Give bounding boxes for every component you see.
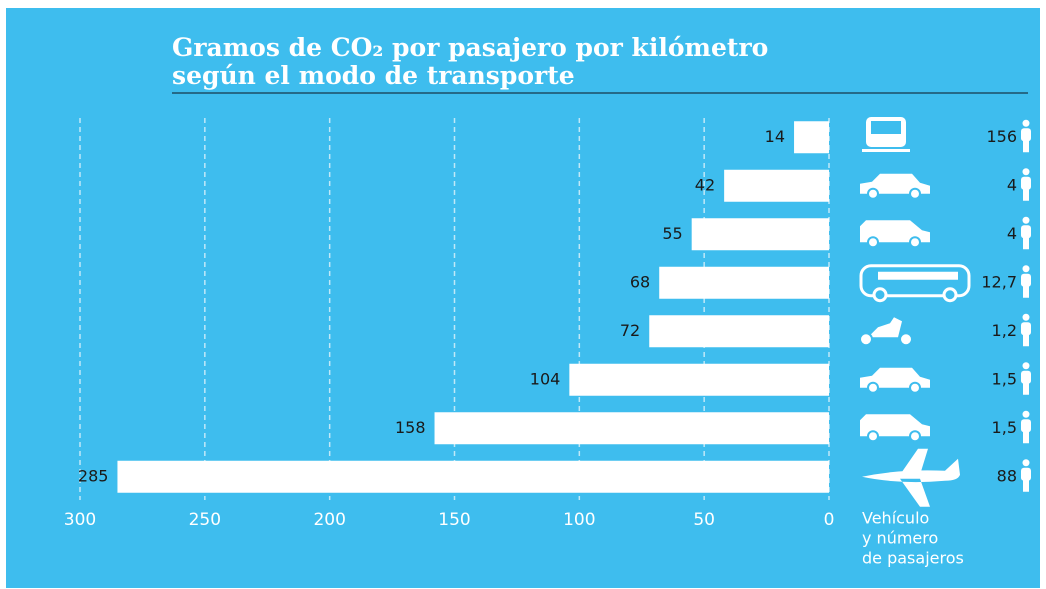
person-icon bbox=[1021, 216, 1031, 250]
icon-part bbox=[862, 149, 910, 152]
passenger-label: 4 bbox=[1007, 224, 1017, 243]
icon-part bbox=[1022, 313, 1030, 321]
icon-part bbox=[1023, 284, 1029, 298]
icon-part bbox=[1021, 225, 1031, 239]
icon-part bbox=[872, 287, 888, 303]
icon-part bbox=[1021, 273, 1031, 287]
value-label: 14 bbox=[765, 127, 785, 146]
passenger-label: 12,7 bbox=[981, 272, 1017, 291]
icon-part bbox=[1022, 459, 1030, 467]
icon-part bbox=[1022, 216, 1030, 224]
icon-part bbox=[1021, 322, 1031, 336]
person-icon bbox=[1021, 168, 1031, 201]
value-label: 68 bbox=[630, 272, 650, 291]
x-tick-label: 100 bbox=[563, 510, 595, 530]
person-icon bbox=[1021, 410, 1031, 444]
x-tick-label: 150 bbox=[438, 510, 470, 530]
bar bbox=[117, 460, 829, 493]
icon-part bbox=[909, 430, 921, 443]
icon-part bbox=[868, 317, 902, 338]
vehicle-icon bbox=[860, 220, 930, 249]
person-icon bbox=[1021, 459, 1031, 492]
value-label: 285 bbox=[78, 466, 109, 485]
icon-part bbox=[909, 236, 921, 249]
x-axis-label: y número bbox=[862, 529, 938, 548]
person-icon bbox=[1021, 265, 1031, 298]
icon-part bbox=[1021, 370, 1031, 384]
passenger-label: 4 bbox=[1007, 175, 1017, 194]
icon-part bbox=[1022, 119, 1030, 127]
vehicle-icon bbox=[859, 264, 971, 303]
x-axis-label: Vehículo bbox=[862, 509, 929, 528]
passenger-label: 88 bbox=[997, 466, 1017, 485]
chart-title-line: Gramos de CO₂ por pasajero por kilómetro bbox=[172, 33, 768, 62]
icon-part bbox=[1023, 236, 1029, 250]
bar bbox=[434, 412, 829, 445]
icon-part bbox=[1023, 139, 1029, 153]
passenger-label: 1,5 bbox=[992, 369, 1017, 388]
icon-part bbox=[1021, 176, 1031, 190]
vehicle-icon bbox=[860, 414, 930, 443]
value-label: 72 bbox=[620, 321, 640, 340]
person-icon bbox=[1021, 119, 1031, 153]
icon-part bbox=[899, 332, 913, 347]
icon-part bbox=[862, 448, 960, 507]
value-label: 55 bbox=[662, 224, 682, 243]
bar bbox=[569, 363, 829, 396]
value-label: 42 bbox=[695, 175, 715, 194]
icon-part bbox=[859, 264, 971, 298]
vehicle-icon bbox=[860, 173, 930, 200]
x-tick-label: 200 bbox=[313, 510, 345, 530]
bar bbox=[794, 121, 829, 154]
vehicle-icon bbox=[862, 117, 910, 152]
passenger-label: 1,2 bbox=[992, 321, 1017, 340]
x-tick-label: 0 bbox=[824, 510, 835, 530]
icon-part bbox=[878, 271, 958, 280]
icon-part bbox=[871, 121, 901, 134]
icon-part bbox=[860, 414, 930, 437]
icon-part bbox=[909, 187, 921, 200]
icon-part bbox=[1023, 478, 1029, 492]
x-tick-label: 250 bbox=[189, 510, 221, 530]
passenger-label: 156 bbox=[986, 127, 1017, 146]
icon-part bbox=[867, 381, 879, 394]
icon-part bbox=[867, 236, 879, 249]
vehicle-icon bbox=[859, 317, 913, 347]
value-label: 104 bbox=[530, 369, 561, 388]
chart-title-line: según el modo de transporte bbox=[172, 61, 575, 90]
icon-part bbox=[1023, 333, 1029, 347]
person-icon bbox=[1021, 362, 1031, 395]
icon-part bbox=[1022, 168, 1030, 176]
icon-part bbox=[1023, 430, 1029, 444]
icon-part bbox=[1022, 265, 1030, 273]
x-axis-label: de pasajeros bbox=[862, 549, 964, 568]
icon-part bbox=[909, 381, 921, 394]
x-tick-label: 300 bbox=[64, 510, 96, 530]
icon-part bbox=[1021, 467, 1031, 481]
person-icon bbox=[1021, 313, 1031, 347]
icon-part bbox=[1021, 128, 1031, 142]
icon-part bbox=[867, 430, 879, 443]
icon-part bbox=[859, 332, 873, 347]
passenger-label: 1,5 bbox=[992, 418, 1017, 437]
icon-part bbox=[1022, 362, 1030, 370]
icon-part bbox=[1023, 187, 1029, 201]
bar bbox=[691, 218, 829, 251]
x-tick-label: 50 bbox=[693, 510, 715, 530]
icon-part bbox=[867, 187, 879, 200]
vehicle-icon bbox=[862, 448, 960, 507]
icon-part bbox=[1023, 381, 1029, 395]
icon-part bbox=[1022, 410, 1030, 418]
bar bbox=[649, 315, 829, 348]
vehicle-icon bbox=[860, 367, 930, 394]
bar bbox=[659, 266, 829, 299]
value-label: 158 bbox=[395, 418, 426, 437]
icon-part bbox=[1021, 419, 1031, 433]
icon-part bbox=[942, 287, 958, 303]
icon-part bbox=[860, 220, 930, 243]
bar bbox=[724, 169, 829, 202]
